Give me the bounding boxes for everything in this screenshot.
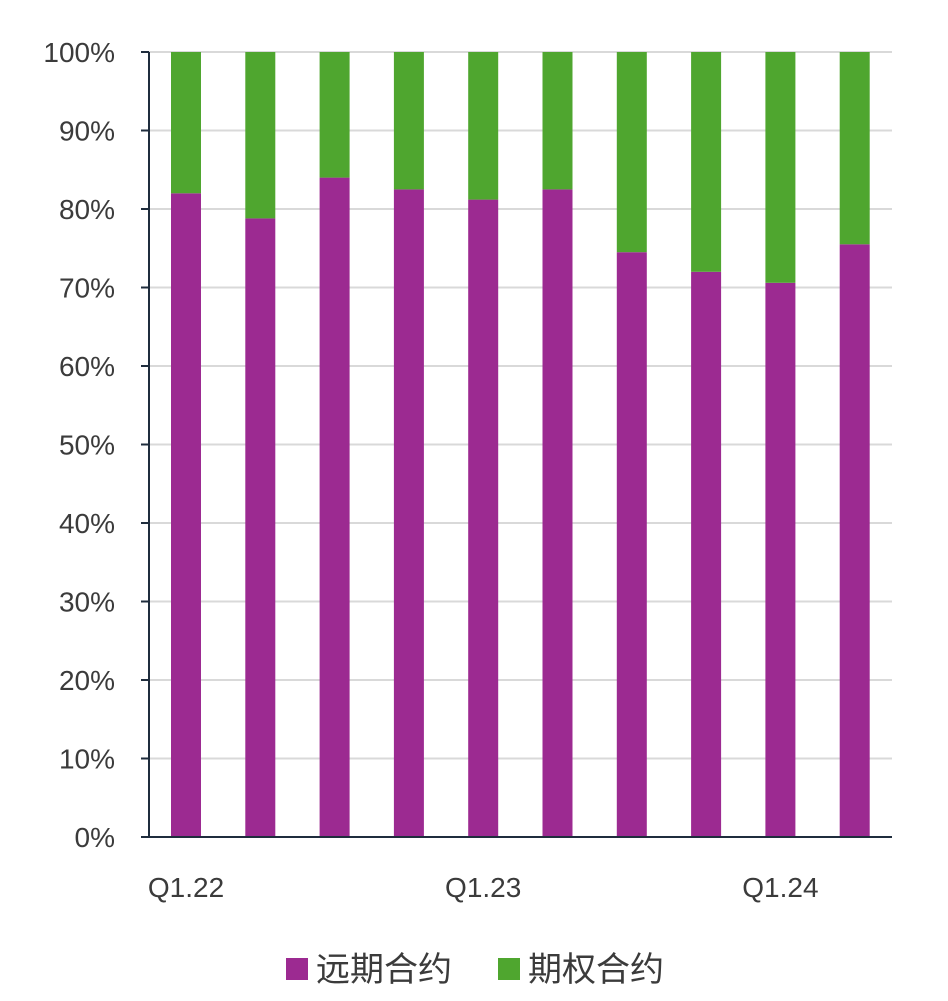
y-tick-label: 30% <box>59 587 115 618</box>
y-tick-label: 0% <box>75 822 115 853</box>
bar-option-contracts <box>839 52 870 245</box>
bar-forward-contracts <box>468 199 499 838</box>
bars <box>171 52 870 838</box>
y-tick-label: 70% <box>59 273 115 304</box>
y-tick-label: 100% <box>43 37 115 68</box>
y-tick-label: 50% <box>59 430 115 461</box>
bar-option-contracts <box>245 52 276 219</box>
legend-label-forward: 远期合约 <box>316 951 452 989</box>
tick-labels: 0% 10% 20% 30% 40% 50% 60% 70% 80% 90% 100% Q1.22 Q1… <box>43 37 818 903</box>
bar-forward-contracts <box>171 193 201 838</box>
bar-option-contracts <box>691 52 722 272</box>
x-tick-label: Q1.24 <box>742 872 818 903</box>
bar-option-contracts <box>468 52 499 200</box>
legend-label-option: 期权合约 <box>528 951 664 989</box>
bar-forward-contracts <box>319 177 350 838</box>
legend-swatch-forward <box>286 958 308 980</box>
y-tick-label: 90% <box>59 116 115 147</box>
x-tick-label: Q1.23 <box>445 872 521 903</box>
x-tick-label: Q1.22 <box>148 872 224 903</box>
bar-forward-contracts <box>765 282 796 837</box>
bar-forward-contracts <box>839 244 870 838</box>
bar-option-contracts <box>765 52 796 283</box>
legend-swatch-option <box>498 958 520 980</box>
y-tick-label: 60% <box>59 351 115 382</box>
bar-option-contracts <box>319 52 350 178</box>
y-tick-label: 80% <box>59 194 115 225</box>
bar-option-contracts <box>616 52 647 253</box>
bar-option-contracts <box>171 52 201 194</box>
bar-forward-contracts <box>245 218 276 837</box>
bar-option-contracts <box>393 52 424 190</box>
bar-forward-contracts <box>691 271 722 837</box>
y-tick-label: 10% <box>59 744 115 775</box>
y-tick-label: 40% <box>59 508 115 539</box>
y-tick-label: 20% <box>59 665 115 696</box>
axes <box>141 51 892 838</box>
bar-forward-contracts <box>542 189 573 837</box>
bar-option-contracts <box>542 52 573 190</box>
bar-forward-contracts <box>616 252 647 837</box>
legend: 远期合约 期权合约 <box>286 951 664 989</box>
bar-forward-contracts <box>393 189 424 837</box>
